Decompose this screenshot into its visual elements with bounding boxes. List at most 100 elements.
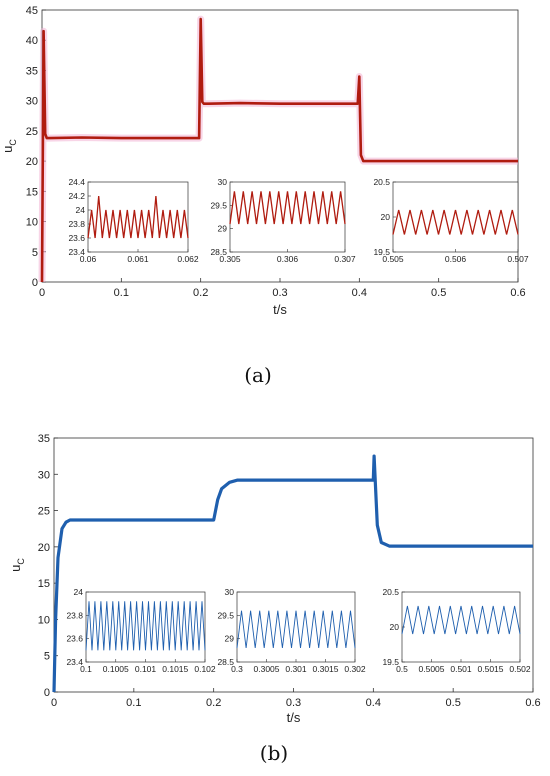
inset-x-tick-label: 0.302 [344,664,366,674]
y-tick-label: 30 [26,96,38,108]
inset-x-tick-label: 0.5 [396,664,408,674]
y-tick-label: 25 [38,506,50,518]
inset-x-tick-label: 0.3005 [254,664,280,674]
inset-y-tick-label: 24 [74,587,84,597]
inset-x-tick-label: 0.5015 [478,664,504,674]
inset-ripple-line [392,209,519,235]
inset-y-tick-label: 20.5 [373,177,390,187]
chart-panel-a: 0 0.1 0.2 0.3 0.4 0.5 0.6 0 5 10 15 20 25 30 35 40 45 uC t… [0,5,529,317]
x-tick-label: 0.1 [126,697,141,709]
y-tick-label: 20 [38,542,50,554]
inset-y-tick-label: 19.5 [382,657,399,667]
inset-y-tick-label: 28.5 [210,247,227,257]
inset-x-tick-label: 0.061 [127,254,149,264]
caption-b: (b) [260,741,288,765]
inset-y-tick-label: 20.5 [382,587,399,597]
inset-y-tick-label: 23.6 [66,634,83,644]
inset-x-tick-label: 0.505 [382,254,404,264]
y-tick-label: 10 [26,217,38,229]
inset-ripple-line [87,195,189,239]
inset-x-tick-label: 0.501 [450,664,472,674]
y-tick-label: 5 [32,247,38,259]
y-axis-label: uC [0,139,18,153]
chart-panel-b: 0 0.1 0.2 0.3 0.4 0.5 0.605101520253035uCt/s0.… [8,433,541,725]
x-tick-label: 0.5 [431,287,446,299]
inset-x-tick-label: 0.502 [509,664,531,674]
x-tick-label: 0 [51,697,57,709]
y-tick-label: 5 [44,651,50,663]
y-tick-label: 0 [44,687,50,699]
inset-y-tick-label: 20 [381,212,391,222]
caption-a: (a) [244,363,272,387]
y-tick-label: 25 [26,126,38,138]
x-tick-label: 0.4 [352,287,367,299]
x-tick-label: 0.3 [286,697,301,709]
inset-plot-area [401,591,521,663]
series-line [40,17,518,283]
inset-y-tick-label: 24.4 [68,177,85,187]
inset-x-tick-label: 0.1015 [162,664,188,674]
inset-plot-area [87,181,189,253]
x-tick-label: 0.1 [114,287,129,299]
inset-x-tick-label: 0.3 [231,664,243,674]
y-tick-label: 15 [26,186,38,198]
inset-y-tick-label: 23.4 [68,247,85,257]
series-line [52,454,533,693]
inset-x-tick-label: 0.301 [285,664,307,674]
inset-y-tick-label: 23.8 [68,219,85,229]
inset-y-tick-label: 30 [225,587,235,597]
x-tick-label: 0.3 [272,287,287,299]
y-tick-label: 15 [38,578,50,590]
inset-x-tick-label: 0.3015 [313,664,339,674]
inset-y-tick-label: 23.8 [66,610,83,620]
inset-y-tick-label: 29 [218,224,228,234]
inset-x-tick-label: 0.306 [277,254,299,264]
inset-plot-area [236,591,356,663]
y-tick-label: 20 [26,156,38,168]
x-axis-label: t/s [287,710,301,725]
inset-y-tick-label: 29.5 [210,200,227,210]
inset-ripple-line [236,610,356,649]
inset-plot-area [85,591,206,663]
inset-y-tick-label: 20 [390,622,400,632]
inset-y-tick-label: 19.5 [373,247,390,257]
y-tick-label: 30 [38,469,50,481]
y-tick-label: 10 [38,614,50,626]
inset-x-tick-label: 0.305 [219,254,241,264]
inset-y-tick-label: 23.4 [66,657,83,667]
x-tick-label: 0.2 [206,697,221,709]
inset-x-tick-label: 0.101 [135,664,157,674]
y-tick-label: 35 [38,433,50,445]
inset-x-tick-label: 0.062 [177,254,199,264]
x-tick-label: 0.6 [510,287,525,299]
inset-x-tick-label: 0.506 [445,254,467,264]
y-axis-label: uC [8,558,26,572]
inset-ripple-line [85,601,206,651]
inset-ripple-line [229,191,346,225]
inset-y-tick-label: 29.5 [217,610,234,620]
inset-y-tick-label: 29 [225,634,235,644]
x-tick-label: 0.5 [446,697,461,709]
y-tick-label: 40 [26,35,38,47]
inset-x-tick-label: 0.06 [80,254,97,264]
inset-y-tick-label: 24.2 [68,191,85,201]
x-tick-label: 0 [39,287,45,299]
inset-x-tick-label: 0.102 [194,664,216,674]
y-tick-label: 0 [32,277,38,289]
y-tick-label: 45 [26,5,38,17]
x-tick-label: 0.2 [193,287,208,299]
inset-y-tick-label: 23.6 [68,233,85,243]
x-tick-label: 0.6 [525,697,540,709]
y-tick-label: 35 [26,65,38,77]
inset-x-tick-label: 0.507 [507,254,529,264]
x-tick-label: 0.4 [366,697,381,709]
inset-x-tick-label: 0.1005 [103,664,129,674]
inset-y-tick-label: 24 [76,205,86,215]
inset-x-tick-label: 0.1 [80,664,92,674]
inset-y-tick-label: 30 [218,177,228,187]
inset-x-tick-label: 0.5005 [419,664,445,674]
x-axis-label: t/s [273,302,287,317]
inset-x-tick-label: 0.307 [334,254,356,264]
inset-y-tick-label: 28.5 [217,657,234,667]
